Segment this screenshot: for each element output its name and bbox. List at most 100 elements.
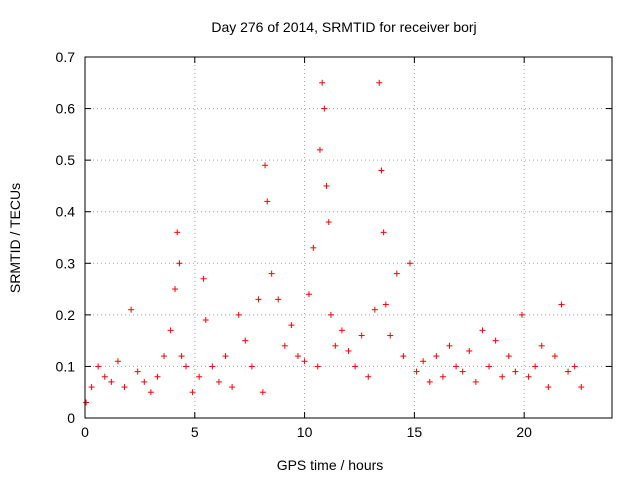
data-point [161,353,168,360]
data-point [141,378,148,385]
data-point [439,373,446,380]
data-point [209,363,216,370]
data-point [453,363,460,370]
data-point [174,229,181,236]
data-point [525,373,532,380]
data-point [338,327,345,334]
data-point [327,311,334,318]
y-tick-label: 0.5 [56,152,76,168]
data-point [229,384,236,391]
data-point [189,389,196,396]
data-point [316,146,323,153]
data-point [281,342,288,349]
x-tick-label: 5 [191,424,199,440]
data-point [571,363,578,370]
data-point [352,363,359,370]
data-point [108,378,115,385]
data-point [176,260,183,267]
data-point [323,182,330,189]
data-point [83,399,90,406]
data-point [371,306,378,313]
data-point [358,332,365,339]
data-point [248,363,255,370]
data-point [147,389,154,396]
data-point [242,337,249,344]
data-point [376,79,383,86]
data-point [288,322,295,329]
data-point [387,332,394,339]
data-point [365,373,372,380]
data-point [325,219,332,226]
data-point [314,363,321,370]
data-point [499,373,506,380]
y-tick-label: 0.7 [56,49,76,65]
data-point [101,373,108,380]
data-point [134,368,141,375]
data-point [202,317,209,324]
data-point [551,353,558,360]
data-point [459,368,466,375]
x-tick-label: 15 [407,424,423,440]
data-point [128,306,135,313]
data-point [479,327,486,334]
data-point [268,270,275,277]
data-point [264,198,271,205]
data-point [518,311,525,318]
x-tick-label: 0 [81,424,89,440]
data-point [382,301,389,308]
data-point [565,368,572,375]
data-point [486,363,493,370]
y-tick-label: 0.3 [56,255,76,271]
x-tick-label: 10 [297,424,313,440]
x-axis-label: GPS time / hours [277,457,384,473]
data-point [558,301,565,308]
data-point [255,296,262,303]
data-point [380,229,387,236]
data-point [154,373,161,380]
data-point [167,327,174,334]
data-point [196,373,203,380]
data-point [121,384,128,391]
data-point [332,342,339,349]
data-point [310,244,317,251]
data-point [505,353,512,360]
data-point [413,368,420,375]
data-point [393,270,400,277]
data-point [114,358,121,365]
data-point [545,384,552,391]
data-point [472,378,479,385]
data-point [262,162,269,169]
data-point [466,347,473,354]
data-point [578,384,585,391]
data-point [200,275,207,282]
data-point [345,347,352,354]
x-tick-label: 20 [516,424,532,440]
data-point [294,353,301,360]
data-point [532,363,539,370]
data-point [183,363,190,370]
data-point [321,105,328,112]
data-point [172,286,179,293]
data-point [305,291,312,298]
y-axis-label: SRMTID / TECUs [7,183,23,293]
data-point [433,353,440,360]
y-tick-label: 0.2 [56,307,76,323]
y-tick-label: 0.4 [56,204,76,220]
y-tick-label: 0 [67,410,75,426]
data-point [319,79,326,86]
grid-lines [85,57,612,418]
data-point [400,353,407,360]
y-tick-label: 0.1 [56,358,76,374]
data-point [512,368,519,375]
data-point [95,363,102,370]
axis-ticks: 0 5 10 15 20 0 0.1 0.2 0.3 0.4 0.5 0.6 0.7 [56,49,612,440]
data-point [426,378,433,385]
data-point [178,353,185,360]
data-point [406,260,413,267]
data-point [235,311,242,318]
data-point [275,296,282,303]
plot-frame [84,56,613,419]
data-point [259,389,266,396]
data-point [88,384,95,391]
